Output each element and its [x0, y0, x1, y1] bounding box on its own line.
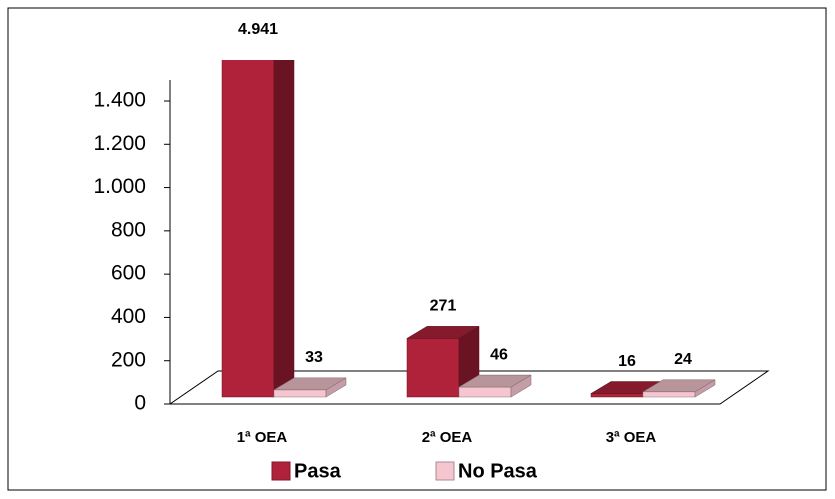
- bar-top: [406, 326, 480, 339]
- data-label: 24: [674, 351, 692, 368]
- y-tick-label: 1.000: [93, 175, 146, 198]
- bar: [273, 377, 347, 398]
- y-tick-label: 200: [111, 348, 146, 371]
- data-label: 46: [490, 346, 508, 363]
- bar-top: [273, 377, 347, 391]
- bars: [221, 60, 716, 398]
- x-tick-label: 1ª OEA: [237, 429, 288, 446]
- chart-border: [7, 7, 827, 491]
- y-tick-label: 800: [111, 218, 146, 241]
- data-label: 271: [430, 298, 457, 315]
- y-tick-label: 0: [134, 392, 146, 415]
- legend-swatch: [271, 461, 291, 481]
- bar-top: [458, 374, 532, 388]
- y-tick-label: 1.400: [93, 89, 146, 112]
- y-tick-label: 400: [111, 305, 146, 328]
- data-label: 33: [305, 349, 323, 366]
- x-tick-label: 3ª OEA: [606, 429, 657, 446]
- bar-front: [406, 338, 460, 398]
- data-label: 4.941: [238, 21, 278, 38]
- legend-label: Pasa: [294, 460, 342, 482]
- legend-label: No Pasa: [458, 460, 538, 482]
- y-tick-label: 1.200: [93, 132, 146, 155]
- bar-front: [590, 393, 644, 398]
- bar: [458, 374, 532, 398]
- x-tick-label: 2ª OEA: [422, 429, 473, 446]
- bar-front: [221, 60, 275, 398]
- bar: [642, 379, 716, 398]
- bar-front: [458, 386, 512, 398]
- bar: [221, 60, 295, 398]
- legend-swatch: [435, 461, 455, 481]
- bar-front: [273, 389, 327, 398]
- y-tick-label: 600: [111, 262, 146, 285]
- bar-front: [642, 391, 696, 398]
- data-label: 16: [618, 353, 636, 370]
- bar-top: [642, 379, 716, 393]
